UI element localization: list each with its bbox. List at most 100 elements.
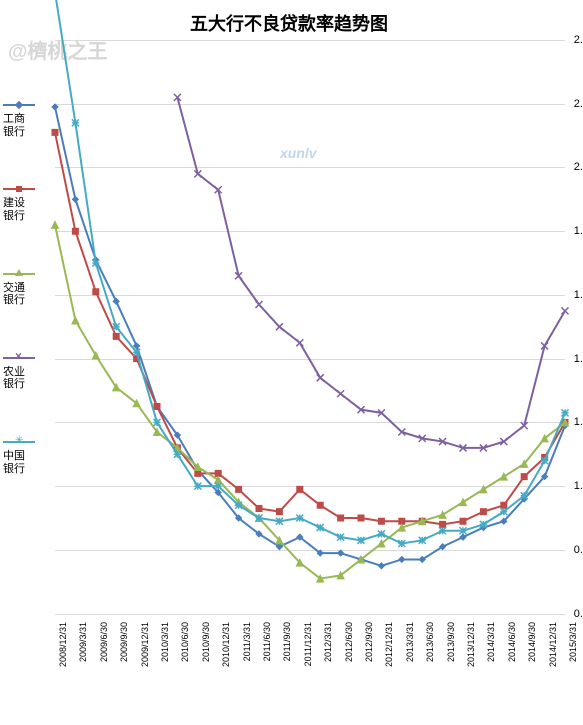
x-tick-label: 2012/9/30 xyxy=(364,622,374,662)
series-marker xyxy=(72,196,78,202)
x-tick-label: 2009/12/31 xyxy=(140,622,150,667)
series-marker xyxy=(52,104,58,110)
series-marker xyxy=(460,527,467,534)
series-marker xyxy=(174,451,181,458)
series-marker xyxy=(236,486,242,492)
x-tick-label: 2014/6/30 xyxy=(507,622,517,662)
legend-marker-icon xyxy=(15,269,23,276)
x-tick-label: 2009/3/31 xyxy=(78,622,88,662)
legend-swatch: × xyxy=(3,353,51,363)
series-marker xyxy=(113,323,120,330)
series-line xyxy=(55,132,565,524)
legend-swatch xyxy=(3,269,51,279)
legend-label: 工商银行 xyxy=(3,113,51,138)
series-marker xyxy=(338,550,344,556)
series-marker xyxy=(440,521,446,527)
series-marker xyxy=(297,486,303,492)
series-marker xyxy=(235,502,242,509)
legend-item: × 农业银行 xyxy=(3,353,51,391)
legend-line xyxy=(3,188,35,190)
legend-label: 建设银行 xyxy=(3,197,51,222)
series-marker xyxy=(276,509,282,515)
legend-marker-icon: ✳ xyxy=(15,438,21,444)
series-marker xyxy=(460,534,466,540)
series-marker xyxy=(72,317,79,324)
legend-line: ✳ xyxy=(3,441,35,443)
series-marker xyxy=(93,289,99,295)
chart-legend: 工商银行建设银行交通银行 × 农业银行 ✳ 中国银行 xyxy=(3,100,51,521)
series-marker xyxy=(256,505,262,511)
x-tick-label: 2011/3/31 xyxy=(242,622,252,661)
y-tick-label: 2.5 xyxy=(574,34,583,46)
series-marker xyxy=(500,508,507,515)
x-tick-label: 2010/12/31 xyxy=(221,622,231,667)
series-marker xyxy=(72,228,78,234)
series-marker xyxy=(419,537,426,544)
series-marker xyxy=(72,119,79,126)
x-tick-label: 2012/12/31 xyxy=(384,622,394,667)
series-marker xyxy=(195,470,201,476)
series-marker xyxy=(113,333,119,339)
legend-label: 交通银行 xyxy=(3,282,51,307)
series-marker xyxy=(215,483,222,490)
x-tick-label: 2011/6/30 xyxy=(262,622,272,661)
series-marker xyxy=(439,527,446,534)
y-tick-label: 2.3 xyxy=(574,98,583,110)
x-tick-label: 2011/9/30 xyxy=(282,622,292,661)
series-marker xyxy=(521,492,528,499)
x-tick-label: 2013/12/31 xyxy=(466,622,476,667)
legend-item: ✳ 中国银行 xyxy=(3,437,51,475)
legend-line xyxy=(3,104,35,106)
series-marker xyxy=(296,515,303,522)
series-marker xyxy=(154,403,160,409)
x-tick-label: 2014/3/31 xyxy=(486,622,496,662)
series-marker xyxy=(562,307,569,314)
series-marker xyxy=(194,483,201,490)
x-tick-label: 2008/12/31 xyxy=(58,622,68,667)
series-marker xyxy=(337,534,344,541)
x-tick-label: 2012/6/30 xyxy=(344,622,354,662)
series-marker xyxy=(276,323,283,330)
legend-marker-icon xyxy=(15,101,23,109)
legend-line: × xyxy=(3,357,35,359)
legend-marker-icon xyxy=(16,186,22,192)
series-marker xyxy=(256,301,263,308)
series-marker xyxy=(460,518,466,524)
y-tick-label: 2.1 xyxy=(574,161,583,173)
series-marker xyxy=(92,260,99,267)
series-marker xyxy=(296,339,303,346)
series-line xyxy=(55,0,565,544)
x-tick-label: 2010/6/30 xyxy=(180,622,190,662)
legend-line xyxy=(3,273,35,275)
x-tick-label: 2010/9/30 xyxy=(201,622,211,662)
plot-area: 0.70.91.11.31.51.71.92.12.32.5 xyxy=(55,40,565,620)
y-tick-label: 1.3 xyxy=(574,416,583,428)
series-marker xyxy=(317,524,324,531)
legend-item: 交通银行 xyxy=(3,269,51,307)
legend-swatch xyxy=(3,184,51,194)
legend-swatch: ✳ xyxy=(3,437,51,447)
chart-lines xyxy=(55,40,565,620)
series-marker xyxy=(480,509,486,515)
y-tick-label: 1.1 xyxy=(574,480,583,492)
legend-label: 农业银行 xyxy=(3,366,51,391)
series-marker xyxy=(317,374,324,381)
series-marker xyxy=(480,521,487,528)
x-axis-labels: 2008/12/312009/3/312009/6/302009/9/30200… xyxy=(55,622,565,722)
series-marker xyxy=(317,502,323,508)
legend-label: 中国银行 xyxy=(3,450,51,475)
series-marker xyxy=(501,502,507,508)
x-tick-label: 2011/12/31 xyxy=(303,622,313,666)
x-tick-label: 2009/6/30 xyxy=(99,622,109,662)
series-marker xyxy=(133,349,140,356)
y-tick-label: 0.9 xyxy=(574,544,583,556)
legend-swatch xyxy=(3,100,51,110)
series-marker xyxy=(276,518,283,525)
x-tick-label: 2012/3/31 xyxy=(323,622,333,662)
series-marker xyxy=(562,409,569,416)
x-tick-label: 2010/3/31 xyxy=(160,622,170,662)
series-marker xyxy=(378,530,385,537)
x-tick-label: 2014/12/31 xyxy=(548,622,558,667)
legend-item: 工商银行 xyxy=(3,100,51,138)
series-marker xyxy=(399,556,405,562)
